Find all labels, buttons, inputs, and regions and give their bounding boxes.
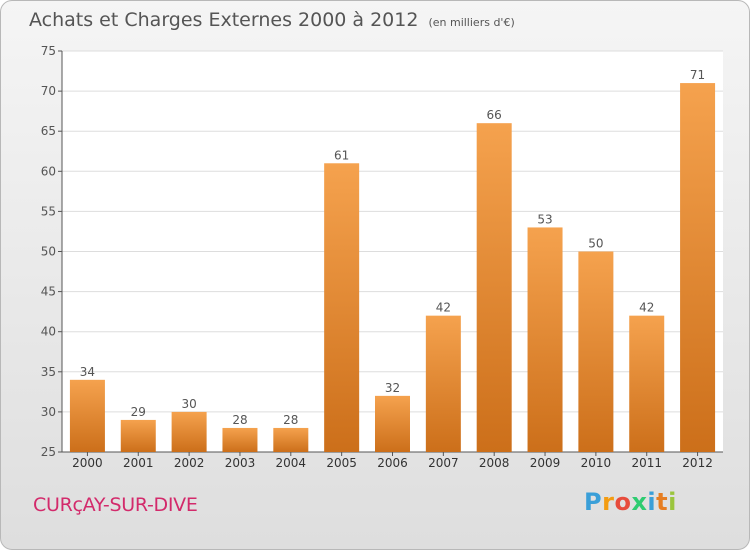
x-tick-label: 2010 — [581, 456, 612, 470]
bar-2007 — [425, 315, 461, 452]
bar-value-label: 34 — [80, 365, 95, 379]
y-tick-label: 30 — [41, 405, 56, 419]
y-tick-label: 70 — [41, 84, 56, 98]
x-tick-label: 2012 — [682, 456, 713, 470]
x-tick-label: 2003 — [225, 456, 256, 470]
bar-value-label: 66 — [487, 108, 502, 122]
bar-2003 — [222, 427, 258, 452]
x-tick-label: 2001 — [123, 456, 154, 470]
logo-letter: x — [631, 488, 648, 516]
logo-letter: r — [602, 488, 615, 516]
bar-2012 — [680, 83, 716, 452]
y-tick-label: 60 — [41, 164, 56, 178]
y-tick-label: 65 — [41, 124, 56, 138]
x-tick-label: 2007 — [428, 456, 459, 470]
bar-value-label: 50 — [588, 237, 603, 251]
bar-2006 — [375, 395, 410, 452]
bar-value-label: 32 — [385, 381, 400, 395]
x-tick-label: 2009 — [530, 456, 561, 470]
y-tick-label: 45 — [41, 285, 56, 299]
bar-2008 — [476, 123, 512, 453]
bar-value-label: 61 — [334, 148, 349, 162]
commune-name: CURçAY-SUR-DIVE — [33, 494, 198, 516]
x-tick-label: 2011 — [631, 456, 662, 470]
bar-2010 — [578, 251, 614, 452]
bar-value-label: 29 — [131, 405, 146, 419]
bar-2009 — [527, 227, 563, 452]
proxiti-logo: Proxiti — [584, 488, 677, 516]
bar-value-label: 71 — [690, 68, 705, 82]
bar-value-label: 28 — [283, 413, 298, 427]
y-tick-label: 25 — [41, 445, 56, 459]
y-tick-label: 55 — [41, 204, 56, 218]
y-tick-label: 75 — [41, 44, 56, 58]
bar-2011 — [629, 315, 665, 452]
logo-letter: i — [647, 488, 657, 516]
bar-2005 — [324, 163, 360, 452]
bar-chart: 25 30 35 40 45 50 55 60 65 70 75 34 2000 29 2001 30 2002… — [41, 44, 723, 470]
bar-2004 — [273, 427, 309, 452]
y-tick-label: 35 — [41, 365, 56, 379]
x-tick-label: 2000 — [72, 456, 103, 470]
x-tick-label: 2002 — [174, 456, 205, 470]
bar-value-label: 53 — [537, 212, 552, 226]
chart-unit: (en milliers d'€) — [428, 16, 515, 29]
logo-letter: i — [668, 488, 677, 516]
chart-title-text: Achats et Charges Externes 2000 à 2012 — [29, 9, 419, 31]
bar-value-label: 42 — [436, 301, 451, 315]
bar-2000 — [69, 379, 105, 452]
x-tick-label: 2008 — [479, 456, 510, 470]
logo-letter: P — [584, 488, 603, 516]
chart-title: Achats et Charges Externes 2000 à 2012 (e… — [29, 9, 515, 31]
x-tick-label: 2004 — [276, 456, 307, 470]
logo-letter: t — [656, 488, 669, 516]
y-tick-label: 50 — [41, 245, 56, 259]
y-tick-label: 40 — [41, 325, 56, 339]
x-tick-label: 2005 — [326, 456, 357, 470]
bar-value-label: 42 — [639, 301, 654, 315]
logo-letter: o — [614, 488, 632, 516]
x-tick-label: 2006 — [377, 456, 408, 470]
bar-2001 — [120, 419, 156, 452]
bar-2002 — [171, 411, 207, 452]
bar-value-label: 30 — [181, 397, 196, 411]
bar-value-label: 28 — [232, 413, 247, 427]
